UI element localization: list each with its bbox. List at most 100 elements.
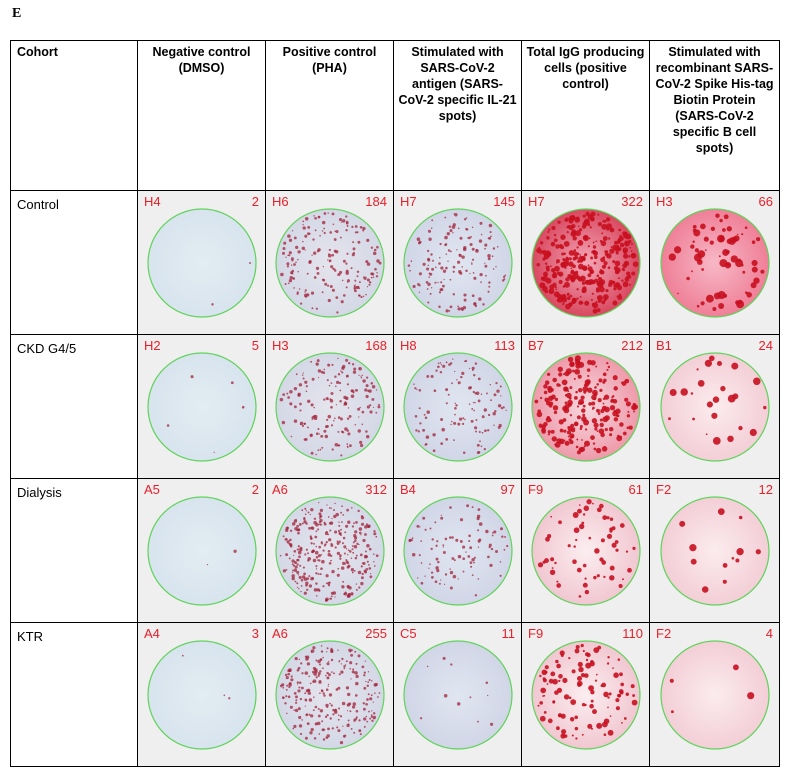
spot — [496, 245, 499, 248]
spot — [600, 223, 607, 230]
spot — [303, 291, 306, 293]
spot — [582, 649, 585, 653]
spot — [333, 596, 336, 598]
spot — [367, 567, 371, 570]
spot — [591, 502, 594, 505]
spot — [472, 276, 476, 280]
spot — [350, 389, 354, 393]
spot — [730, 362, 738, 370]
spot — [581, 413, 585, 417]
spot — [717, 508, 725, 515]
spot — [461, 422, 464, 426]
panel-letter: E — [12, 6, 22, 21]
elispot-well-image — [530, 352, 641, 462]
spot — [428, 563, 431, 566]
spot — [614, 282, 620, 288]
spot — [306, 662, 310, 666]
spot — [291, 576, 295, 581]
spot — [587, 685, 594, 692]
spot — [352, 391, 354, 394]
spot — [555, 583, 561, 588]
spot — [616, 244, 619, 247]
spot — [459, 375, 463, 379]
cohort-row-ktr: KTR A4 3 A6 255 C5 11 F9 110 F2 4 — [10, 622, 780, 767]
spot — [309, 433, 313, 436]
spot — [580, 408, 586, 413]
spot — [348, 550, 352, 553]
spot — [296, 250, 301, 254]
spot — [296, 531, 300, 535]
spot — [623, 397, 628, 402]
elispot-well-image — [146, 640, 257, 750]
spot — [599, 418, 603, 422]
spot — [372, 251, 376, 256]
well-id: B7 — [528, 338, 544, 353]
spot — [621, 578, 624, 581]
spot — [559, 650, 565, 656]
spot — [367, 710, 370, 713]
spot — [752, 277, 760, 284]
spot — [350, 394, 354, 399]
spot — [298, 383, 302, 387]
spot — [558, 419, 564, 425]
spot — [726, 226, 732, 232]
spot — [288, 682, 292, 685]
spot — [494, 381, 498, 385]
spot — [614, 548, 619, 552]
spot — [300, 686, 304, 690]
spot — [311, 549, 315, 553]
spot — [564, 401, 567, 405]
spot — [337, 540, 341, 543]
spot — [364, 430, 368, 433]
spot — [581, 733, 584, 736]
spot — [579, 427, 582, 431]
spot — [328, 702, 331, 705]
spot — [325, 574, 329, 578]
spot — [365, 238, 369, 243]
spot-count: 322 — [621, 194, 643, 209]
spot — [762, 405, 766, 410]
spot — [593, 422, 599, 428]
spot — [567, 356, 573, 363]
spot — [610, 396, 613, 399]
spot — [621, 247, 628, 253]
spot — [541, 257, 545, 261]
spot — [626, 274, 631, 279]
spot — [415, 524, 419, 528]
spot — [358, 531, 362, 535]
spot — [363, 388, 367, 392]
spot — [363, 725, 366, 728]
spot — [444, 388, 448, 392]
spot — [555, 438, 562, 444]
spot — [592, 442, 595, 445]
spot — [454, 538, 458, 542]
spot — [366, 560, 369, 563]
spot — [595, 447, 601, 454]
spot — [305, 385, 308, 388]
spot — [579, 259, 583, 263]
spot — [361, 374, 363, 376]
spot — [591, 249, 596, 254]
spot — [586, 280, 592, 286]
spot — [282, 569, 286, 573]
spot — [290, 259, 293, 262]
spot — [499, 527, 503, 531]
spot — [293, 236, 297, 240]
spot — [304, 736, 308, 740]
spot — [368, 678, 371, 682]
spot — [366, 389, 370, 393]
spot — [318, 517, 321, 519]
spot — [295, 524, 299, 528]
spot — [361, 229, 364, 232]
spot — [625, 692, 629, 697]
spot-count: 2 — [251, 194, 259, 209]
spot — [362, 295, 364, 298]
spot — [568, 250, 574, 256]
spot — [582, 266, 587, 271]
spot — [726, 435, 734, 443]
spot — [494, 550, 498, 553]
spot — [356, 275, 358, 278]
spot — [310, 307, 313, 310]
spot — [465, 228, 468, 231]
spot — [562, 285, 565, 288]
